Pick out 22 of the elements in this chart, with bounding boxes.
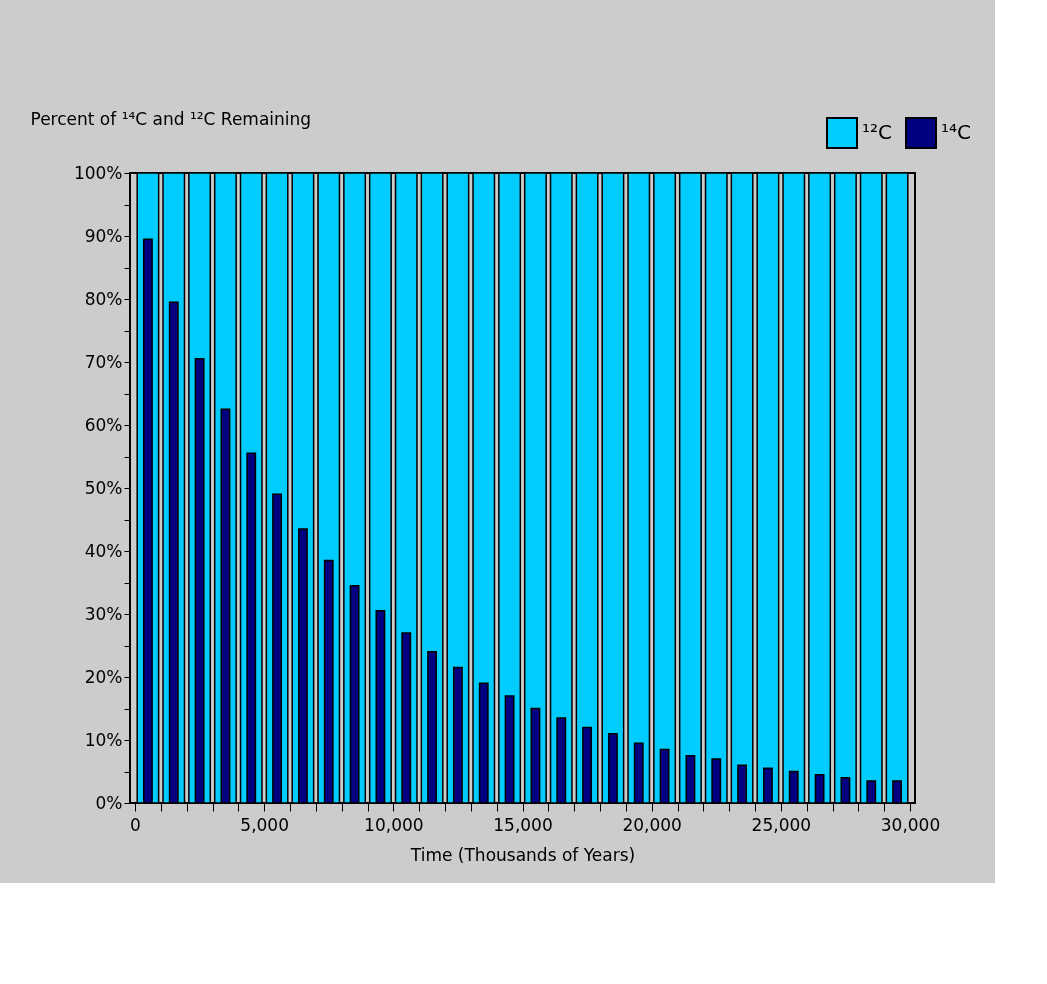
- y-axis-title: Percent of ¹⁴C and ¹²C Remaining: [30, 108, 312, 129]
- y-tick-label: 0%: [95, 792, 123, 813]
- y-tick-label: 50%: [84, 477, 123, 498]
- y-tick-label: 80%: [84, 288, 123, 309]
- x-tick-label: 0: [130, 814, 141, 835]
- x-tick-label: 20,000: [622, 814, 682, 835]
- y-tick-label: 20%: [84, 666, 123, 687]
- x-tick-label: 30,000: [880, 814, 941, 835]
- x-axis-title: Time (Thousands of Years): [409, 844, 636, 865]
- x-tick-label: 10,000: [364, 814, 424, 835]
- y-tick-label: 70%: [84, 351, 123, 372]
- y-tick-label: 90%: [84, 225, 123, 246]
- x-tick-label: 15,000: [493, 814, 553, 835]
- y-tick-label: 30%: [84, 603, 123, 624]
- y-tick-label: 40%: [84, 540, 123, 561]
- y-tick-label: 100%: [73, 162, 123, 183]
- x-tick-label: 5,000: [240, 814, 289, 835]
- y-tick-label: 10%: [84, 729, 123, 750]
- x-tick-label: 25,000: [751, 814, 812, 835]
- legend-label: ¹⁴C: [941, 120, 971, 144]
- legend-label: ¹²C: [862, 120, 892, 144]
- y-tick-label: 60%: [84, 414, 123, 435]
